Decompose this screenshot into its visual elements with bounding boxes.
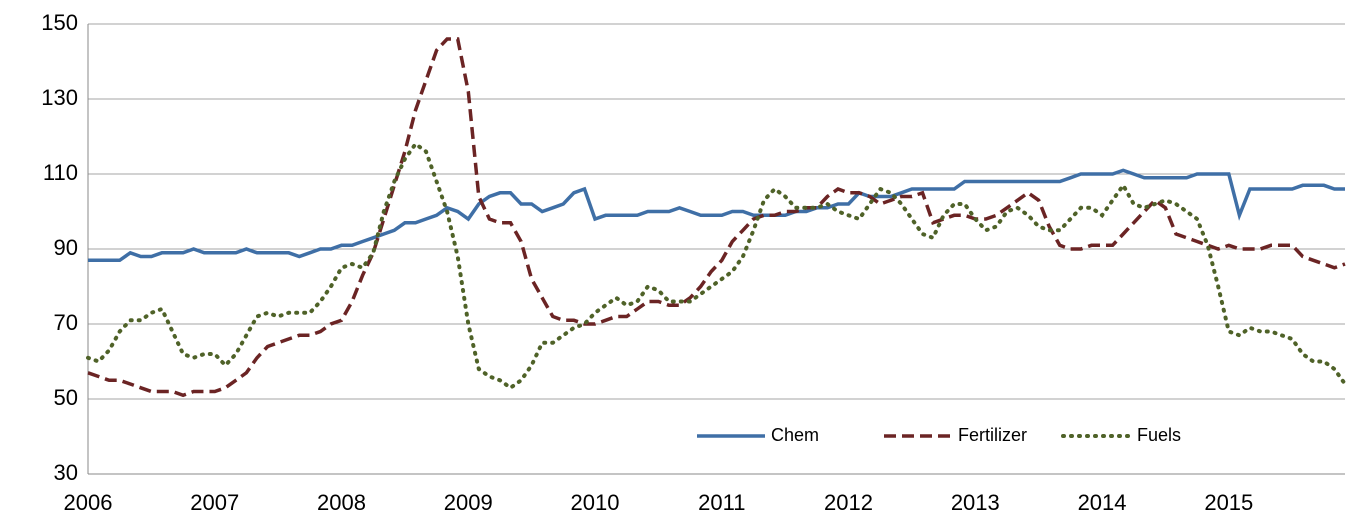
x-tick-label: 2008 xyxy=(317,490,366,515)
y-tick-label: 150 xyxy=(41,10,78,35)
x-tick-label: 2010 xyxy=(571,490,620,515)
x-tick-label: 2009 xyxy=(444,490,493,515)
series-line xyxy=(87,37,1346,398)
y-tick-label: 70 xyxy=(54,310,78,335)
x-tick-label: 2012 xyxy=(824,490,873,515)
x-tick-label: 2015 xyxy=(1204,490,1253,515)
legend-label: Fertilizer xyxy=(958,425,1027,445)
x-tick-label: 2013 xyxy=(951,490,1000,515)
y-tick-label: 110 xyxy=(43,160,78,185)
series-line xyxy=(86,141,1347,391)
x-tick-label: 2007 xyxy=(190,490,239,515)
y-tick-label: 30 xyxy=(54,460,78,485)
y-tick-label: 130 xyxy=(41,85,78,110)
series-line xyxy=(88,168,1345,263)
legend-label: Fuels xyxy=(1137,425,1181,445)
y-tick-label: 90 xyxy=(54,235,78,260)
x-tick-label: 2006 xyxy=(64,490,113,515)
x-tick-label: 2011 xyxy=(698,490,745,515)
y-tick-label: 50 xyxy=(54,385,78,410)
legend-label: Chem xyxy=(771,425,819,445)
x-tick-label: 2014 xyxy=(1078,490,1127,515)
